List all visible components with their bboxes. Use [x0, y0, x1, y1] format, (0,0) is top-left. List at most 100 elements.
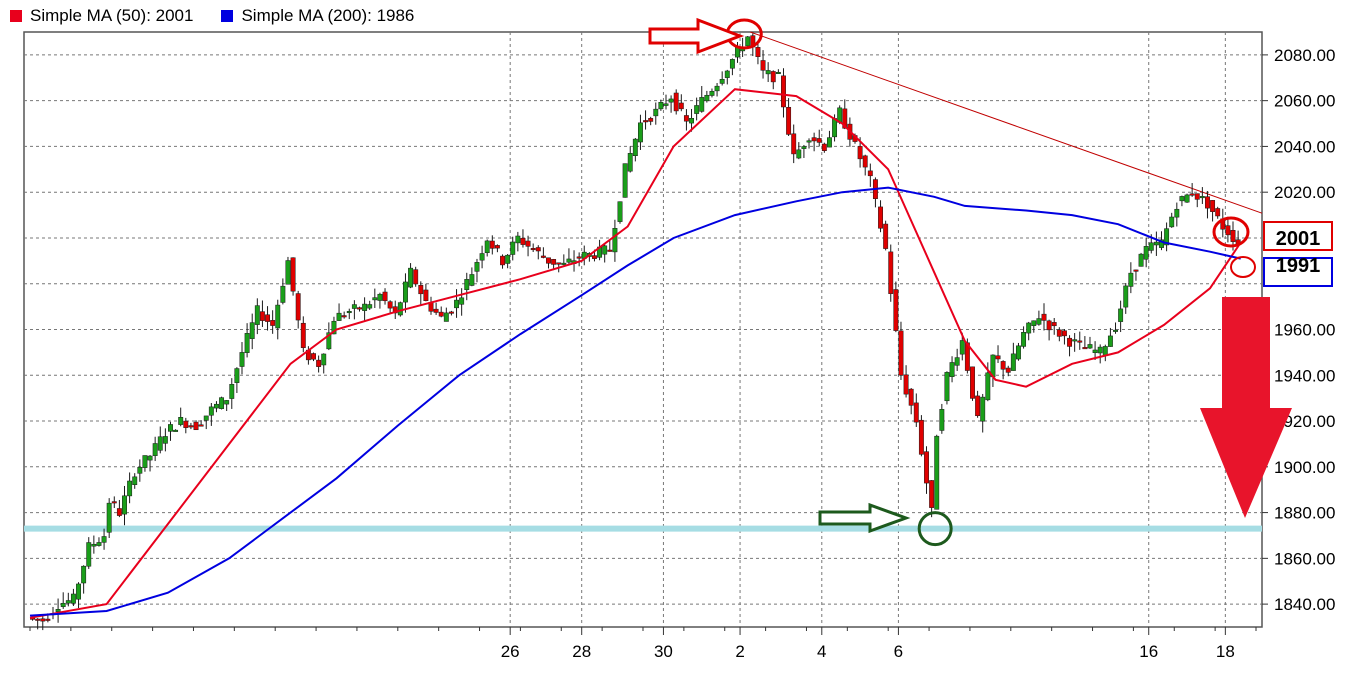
candle-body [602, 245, 608, 255]
candle-body [443, 312, 449, 322]
y-tick-label: 1900.00 [1274, 458, 1335, 477]
candle-body [1210, 200, 1216, 212]
y-tick-label: 2080.00 [1274, 46, 1335, 65]
candle-body [893, 289, 899, 331]
candle-body [658, 102, 664, 110]
candle-body [351, 304, 357, 309]
candle-body [801, 146, 807, 149]
candle-body [648, 118, 654, 122]
candle-body [418, 285, 424, 295]
candle-body [959, 340, 965, 355]
low-marker-circle [917, 511, 953, 547]
candle-body [862, 155, 868, 168]
candle-body [525, 240, 531, 247]
candle-body [311, 353, 316, 360]
candle-body [903, 374, 909, 395]
candle-body [944, 372, 950, 402]
x-tick-label: 30 [654, 642, 673, 661]
candle-body [382, 291, 388, 302]
candle-body [576, 256, 582, 259]
candle-body [234, 368, 240, 383]
high-arrow [648, 17, 745, 55]
candle-body [566, 258, 572, 263]
candle-body [183, 420, 189, 428]
candle-body [729, 59, 735, 69]
candle-body [500, 255, 505, 266]
candle-body [1087, 344, 1093, 349]
candle-body [816, 138, 822, 143]
candle-body [208, 406, 214, 416]
y-tick-label: 2020.00 [1274, 183, 1335, 202]
candle-body [188, 425, 194, 428]
candle-body [469, 274, 475, 286]
candle-body [178, 417, 184, 425]
candle-body [96, 542, 102, 546]
resistance-trendline [750, 31, 1263, 214]
candle-body [1107, 335, 1113, 347]
candle-body [290, 257, 296, 292]
candle-body [1051, 322, 1057, 327]
candle-body [786, 106, 792, 135]
ma50-price-tag: 2001 [1276, 228, 1321, 250]
ma200-price-tag: 1991 [1276, 255, 1321, 277]
x-tick-label: 16 [1139, 642, 1158, 661]
y-tick-label: 2060.00 [1274, 92, 1335, 111]
candle-body [270, 320, 276, 326]
candle-body [980, 396, 986, 422]
candle-body [1230, 230, 1236, 242]
candle-body [714, 85, 720, 92]
candle-body [832, 118, 838, 138]
y-tick-label: 1840.00 [1274, 595, 1335, 614]
y-tick-label: 1960.00 [1274, 321, 1335, 340]
candle-body [70, 593, 76, 604]
candle-body [397, 302, 403, 316]
candle-body [1118, 308, 1124, 322]
candle-body [229, 384, 235, 399]
y-tick-label: 1920.00 [1274, 412, 1335, 431]
candle-body [724, 70, 730, 78]
candle-body [413, 269, 419, 285]
candle-body [484, 240, 490, 253]
candle-body [259, 311, 265, 321]
candle-body [745, 36, 751, 47]
candle-body [1082, 347, 1088, 350]
candle-body [1179, 196, 1185, 202]
candle-body [244, 333, 250, 353]
candle-body [1061, 330, 1067, 337]
ma50-line [29, 88, 1242, 619]
legend-swatch-ma200 [221, 10, 234, 22]
candle-body [372, 297, 378, 301]
candle-body [275, 304, 281, 329]
candle-body [1072, 339, 1078, 342]
candle-body [924, 451, 929, 484]
candle-body [249, 322, 255, 339]
ma200-line [29, 186, 1241, 617]
candle-body [1128, 272, 1134, 287]
candle-body [438, 311, 444, 317]
candle-body [535, 247, 541, 252]
candle-body [857, 146, 863, 160]
candle-body [1067, 337, 1072, 347]
candle-body [1097, 346, 1103, 354]
candle-body [561, 262, 567, 265]
candle-body [1077, 340, 1083, 343]
candle-body [1056, 329, 1062, 337]
candle-body [193, 421, 199, 431]
candle-body [1138, 253, 1144, 267]
candle-body [1046, 320, 1052, 331]
candle-body [592, 255, 597, 259]
candle-body [1026, 322, 1032, 334]
candle-body [357, 307, 362, 310]
candle-body [1148, 242, 1154, 251]
candle-body [336, 312, 342, 321]
candle-body [975, 395, 981, 417]
candle-body [704, 94, 710, 102]
grid-lines: 2080.00 2060.00 2040.00 2020.00 1960.00 1940.… [24, 32, 1335, 661]
candle-body [663, 103, 669, 106]
candle-body [40, 618, 46, 622]
candle-body [116, 508, 122, 516]
candle-body [811, 137, 817, 142]
candle-body [551, 259, 557, 265]
candle-body [127, 480, 133, 497]
candle-body [699, 97, 705, 112]
